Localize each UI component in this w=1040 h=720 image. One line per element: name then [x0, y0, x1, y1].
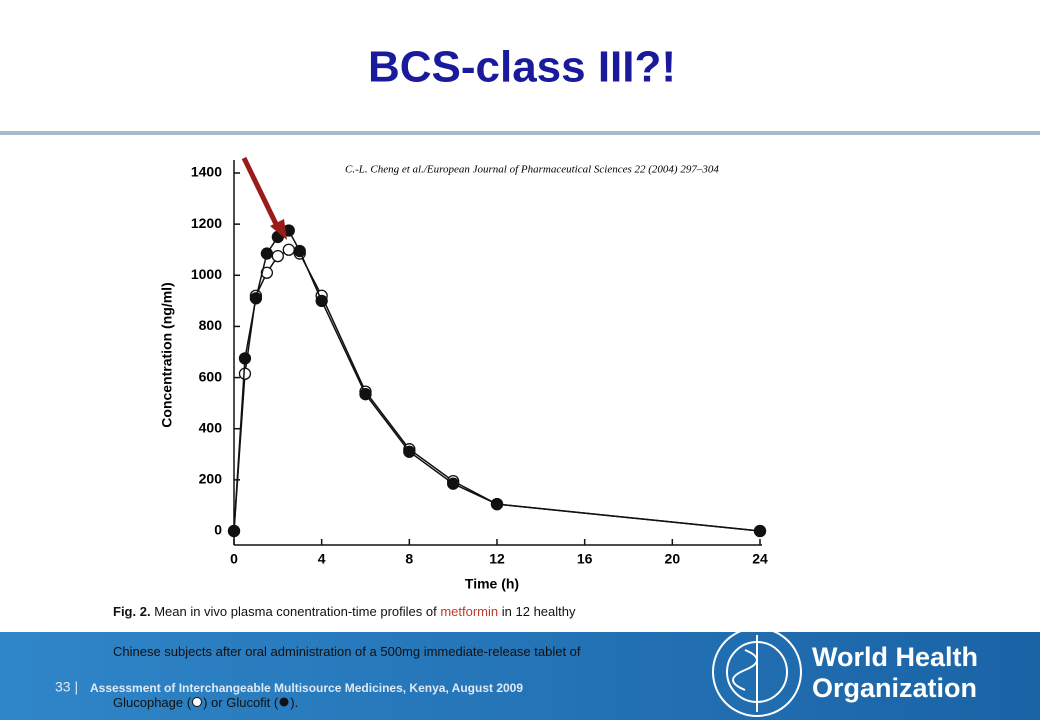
data-point	[315, 294, 328, 308]
data-point	[447, 477, 460, 490]
y-tick-label: 1200	[191, 215, 222, 231]
x-tick-label: 0	[230, 551, 238, 567]
caption-text: ).	[290, 695, 299, 710]
legend-marker-filled	[279, 697, 289, 707]
legend-entry: Glucofit	[226, 695, 271, 710]
data-point	[359, 388, 372, 401]
x-tick-label: 20	[665, 551, 681, 567]
x-axis-label: Time (h)	[465, 576, 519, 592]
y-tick-label: 0	[214, 522, 222, 538]
data-point	[282, 243, 295, 256]
caption-line: Glucophage ( ) or Glucofit ().	[113, 695, 298, 710]
y-axis-label: Concentration (ng/ml)	[159, 282, 175, 427]
caption-line: Chinese subjects after oral administrati…	[113, 644, 581, 659]
legend-entry: Glucophage	[113, 695, 184, 710]
data-point	[293, 244, 306, 258]
who-emblem	[712, 627, 802, 717]
legend-marker-open	[192, 697, 203, 707]
data-point	[260, 266, 274, 279]
y-tick-label: 400	[199, 419, 223, 435]
y-tick-label: 1000	[191, 266, 222, 282]
logo-text: World Health	[812, 642, 978, 672]
caption-text: (	[186, 695, 192, 710]
x-tick-label: 8	[405, 551, 413, 567]
caption-text: Mean in vivo plasma conentration-time pr…	[154, 604, 437, 619]
data-point	[753, 524, 767, 538]
x-tick-label: 12	[489, 551, 505, 567]
title-rule	[0, 131, 1040, 135]
footer-text: Assessment of Interchangeable Multisourc…	[90, 681, 523, 695]
caption-line: Fig. 2. Mean in vivo plasma conentration…	[113, 604, 576, 619]
data-point	[271, 249, 284, 263]
caption-text: in 12 healthy	[501, 604, 576, 619]
logo-text: Organization	[812, 673, 977, 703]
series-line	[233, 248, 761, 532]
caption-text: Chinese subjects after oral administrati…	[113, 644, 581, 659]
x-tick-label: 4	[318, 551, 326, 567]
caption-drug: metformin	[440, 604, 499, 619]
footer-band	[0, 632, 1040, 720]
caption-text: ) or	[203, 695, 223, 710]
y-tick-label: 800	[199, 317, 223, 333]
caption-label: Fig. 2.	[113, 604, 151, 619]
caption-text: (	[273, 695, 279, 710]
chart: C.-L. Cheng et al./European Journal of P…	[159, 160, 768, 592]
arrow-annotation	[241, 156, 287, 240]
data-point	[260, 247, 274, 260]
slide-title: BCS-class III?!	[368, 43, 676, 92]
data-point	[227, 524, 241, 538]
chart-source: C.-L. Cheng et al./European Journal of P…	[345, 164, 719, 176]
x-tick-label: 16	[577, 551, 593, 567]
y-tick-label: 600	[199, 368, 223, 384]
x-tick-label: 24	[752, 551, 768, 567]
data-point	[238, 352, 252, 365]
y-tick-label: 1400	[191, 164, 222, 180]
data-point	[249, 292, 263, 305]
series-line	[233, 229, 761, 532]
data-point	[490, 497, 504, 511]
y-tick-label: 200	[199, 471, 223, 487]
data-point	[403, 445, 416, 458]
page-number: 33 |	[55, 679, 78, 695]
